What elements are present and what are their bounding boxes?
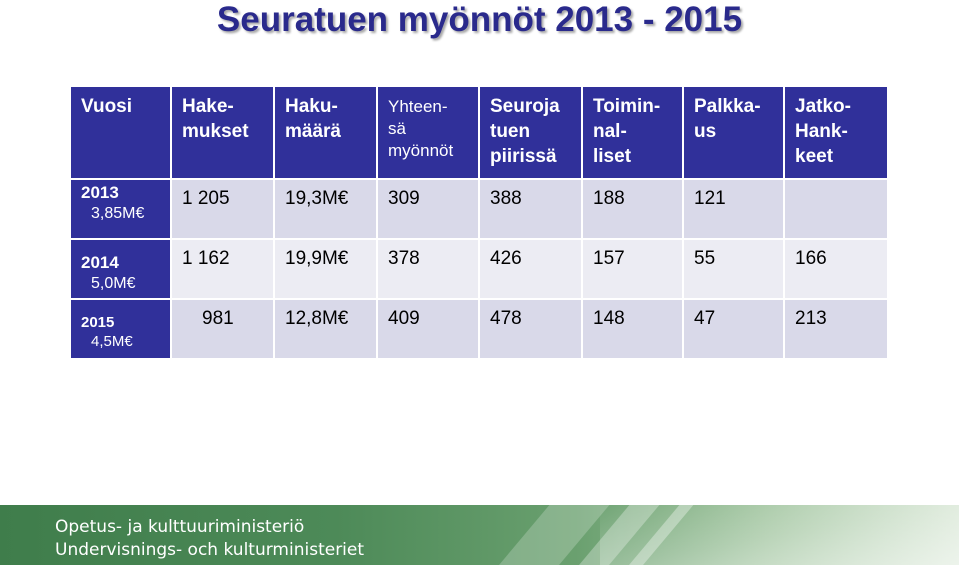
page-title: Seuratuen myönnöt 2013 - 2015: [216, 0, 743, 39]
hakemukset-cell: 1 205: [172, 180, 275, 240]
palkkaus-cell: 47: [684, 300, 785, 360]
toiminnalliset-cell: 157: [583, 240, 684, 300]
table-header-row: Vuosi Hake-mukset Haku-määrä Yhteen-sä my…: [71, 87, 887, 180]
palkkaus-cell: 121: [684, 180, 785, 240]
header-vuosi: Vuosi: [71, 87, 172, 180]
ministry-name-finnish: Opetus- ja kulttuuriministeriö: [55, 517, 305, 537]
header-jatkohankkeet: Jatko- Hank-keet: [785, 87, 887, 180]
jatkohankkeet-cell: 166: [785, 240, 887, 300]
yhteensa-cell: 378: [378, 240, 480, 300]
hakemukset-cell: 981: [172, 300, 275, 360]
header-toiminnalliset: Toimin-nal-liset: [583, 87, 684, 180]
year-cell: 2015 4,5M€: [71, 300, 172, 360]
header-hakemukset: Hake-mukset: [172, 87, 275, 180]
grants-table: Vuosi Hake-mukset Haku-määrä Yhteen-sä my…: [71, 87, 887, 360]
header-yhteensa-myonnot: Yhteen-sä myönnöt: [378, 87, 480, 180]
toiminnalliset-cell: 148: [583, 300, 684, 360]
jatkohankkeet-cell: 213: [785, 300, 887, 360]
table-row: 2013 3,85M€ 1 205 19,3M€ 309 388 188 121: [71, 180, 887, 240]
seuroja-cell: 426: [480, 240, 583, 300]
hakemukset-cell: 1 162: [172, 240, 275, 300]
palkkaus-cell: 55: [684, 240, 785, 300]
header-palkkaus: Palkka-us: [684, 87, 785, 180]
ministry-footer-banner: Opetus- ja kulttuuriministeriö Undervisn…: [0, 505, 959, 565]
header-seuroja-tuen-piirissa: Seuroja tuen piirissä: [480, 87, 583, 180]
hakumaara-cell: 12,8M€: [275, 300, 378, 360]
hakumaara-cell: 19,9M€: [275, 240, 378, 300]
year-cell: 2013 3,85M€: [71, 180, 172, 240]
yhteensa-cell: 409: [378, 300, 480, 360]
toiminnalliset-cell: 188: [583, 180, 684, 240]
yhteensa-cell: 309: [378, 180, 480, 240]
table-row: 2014 5,0M€ 1 162 19,9M€ 378 426 157 55 16…: [71, 240, 887, 300]
seuroja-cell: 388: [480, 180, 583, 240]
ministry-name-swedish: Undervisnings- och kulturministeriet: [55, 540, 365, 560]
year-cell: 2014 5,0M€: [71, 240, 172, 300]
jatkohankkeet-cell: [785, 180, 887, 240]
seuroja-cell: 478: [480, 300, 583, 360]
hakumaara-cell: 19,3M€: [275, 180, 378, 240]
table-row: 2015 4,5M€ 981 12,8M€ 409 478 148 47 213: [71, 300, 887, 360]
header-hakumaara: Haku-määrä: [275, 87, 378, 180]
footer-fade: [600, 505, 959, 565]
